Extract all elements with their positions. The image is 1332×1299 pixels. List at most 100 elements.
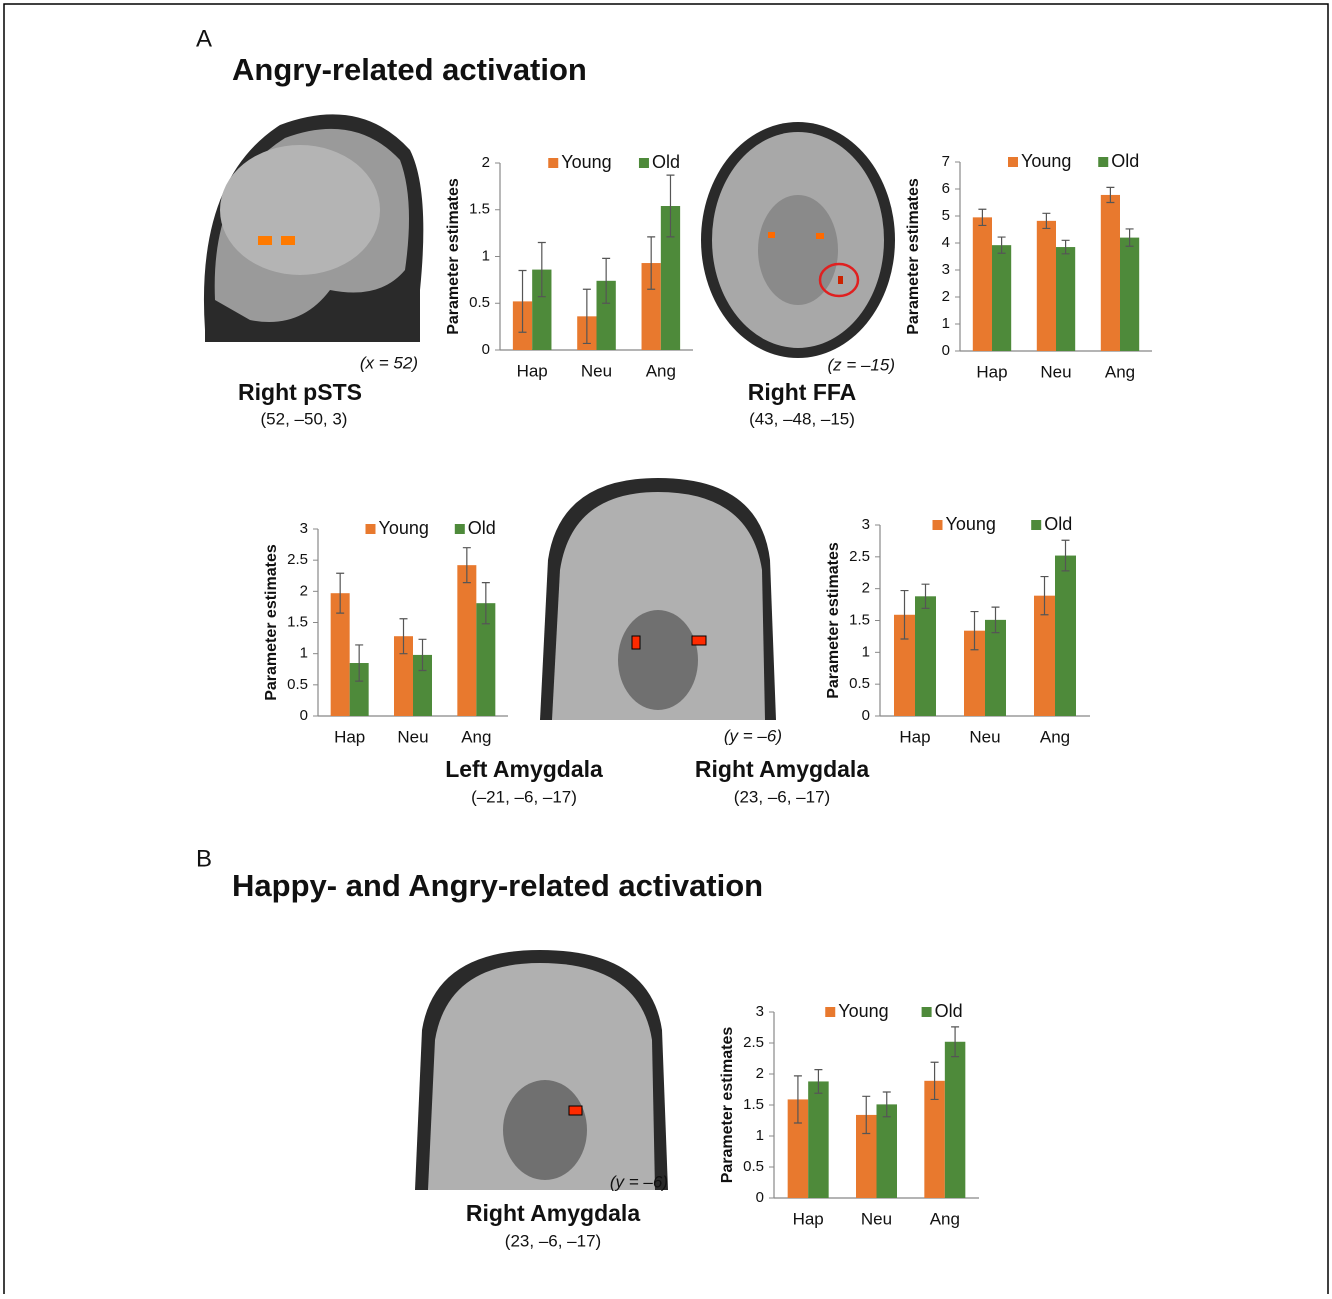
y-tick-label: 1 [942, 315, 950, 332]
x-tick-label: Neu [397, 727, 428, 746]
bar [457, 565, 476, 716]
legend-label: Old [935, 1001, 963, 1021]
legend-label: Old [652, 152, 680, 172]
region-coords: (–21, –6, –17) [471, 787, 577, 806]
bar [877, 1104, 898, 1198]
y-tick-label: 7 [942, 153, 950, 170]
region-coords: (52, –50, 3) [261, 409, 348, 428]
region-coords: (23, –6, –17) [734, 787, 830, 806]
region-name: Left Amygdala [445, 756, 603, 782]
y-tick-label: 2 [942, 288, 950, 305]
y-tick-label: 3 [942, 261, 950, 278]
y-tick-label: 0.5 [849, 675, 870, 692]
panel-title: Angry-related activation [232, 52, 587, 87]
bar [1037, 221, 1056, 351]
legend-swatch [1031, 520, 1041, 530]
legend-label: Young [379, 518, 429, 538]
y-tick-label: 1.5 [743, 1096, 764, 1113]
bar [1056, 247, 1075, 351]
x-tick-label: Neu [861, 1209, 892, 1228]
bar [1101, 195, 1120, 351]
x-tick-label: Hap [793, 1209, 824, 1228]
panel-label: B [196, 845, 212, 872]
bar [945, 1042, 966, 1198]
y-axis-label: Parameter estimates [719, 1027, 736, 1184]
bar [808, 1081, 829, 1198]
legend-swatch [1098, 157, 1108, 167]
bar [985, 620, 1006, 716]
y-tick-label: 2 [862, 580, 870, 597]
legend-swatch [922, 1007, 932, 1017]
y-axis-label: Parameter estimates [825, 542, 842, 699]
y-tick-label: 1.5 [287, 613, 308, 630]
y-tick-label: 1 [862, 643, 870, 660]
bar [992, 245, 1011, 351]
x-tick-label: Hap [976, 362, 1007, 381]
region-name: Right pSTS [238, 379, 362, 405]
y-axis-label: Parameter estimates [445, 178, 462, 335]
brain-axial [701, 122, 895, 358]
region-name: Right Amygdala [695, 756, 869, 782]
brain-coronal [540, 478, 776, 720]
x-tick-label: Hap [899, 727, 930, 746]
region-coords: (43, –48, –15) [749, 409, 855, 428]
legend-label: Young [946, 514, 996, 534]
region-name: Right Amygdala [466, 1200, 640, 1226]
x-tick-label: Hap [517, 361, 548, 380]
slice-label: (x = 52) [360, 353, 418, 372]
brain-coronal-b [415, 950, 668, 1190]
x-tick-label: Ang [1105, 362, 1135, 381]
legend-swatch [455, 524, 465, 534]
bar [973, 217, 992, 351]
x-tick-label: Ang [646, 361, 676, 380]
x-tick-label: Neu [581, 361, 612, 380]
y-tick-label: 2 [300, 582, 308, 599]
y-tick-label: 0 [756, 1189, 764, 1206]
y-axis-label: Parameter estimates [905, 178, 922, 335]
y-tick-label: 1.5 [469, 201, 490, 218]
y-tick-label: 0 [300, 707, 308, 724]
y-tick-label: 2.5 [743, 1034, 764, 1051]
y-tick-label: 2.5 [287, 551, 308, 568]
y-tick-label: 0 [862, 707, 870, 724]
legend-label: Young [1021, 151, 1071, 171]
legend-swatch [933, 520, 943, 530]
y-tick-label: 1 [482, 247, 490, 264]
slice-label: (y = –6) [724, 726, 782, 745]
x-tick-label: Ang [1040, 727, 1070, 746]
y-tick-label: 0.5 [469, 294, 490, 311]
y-tick-label: 3 [862, 516, 870, 533]
brain-sagittal [204, 114, 423, 342]
x-tick-label: Ang [461, 727, 491, 746]
panel-title: Happy- and Angry-related activation [232, 868, 763, 903]
legend-swatch [639, 158, 649, 168]
y-tick-label: 0.5 [743, 1158, 764, 1175]
y-tick-label: 3 [300, 520, 308, 537]
legend-label: Old [1044, 514, 1072, 534]
y-tick-label: 6 [942, 180, 950, 197]
y-tick-label: 5 [942, 207, 950, 224]
slice-label: (z = –15) [827, 355, 895, 374]
legend-swatch [548, 158, 558, 168]
region-name: Right FFA [748, 379, 857, 405]
x-tick-label: Neu [969, 727, 1000, 746]
legend-swatch [366, 524, 376, 534]
y-tick-label: 4 [942, 234, 950, 251]
y-tick-label: 0 [482, 341, 490, 358]
bar [915, 596, 936, 716]
y-tick-label: 1.5 [849, 611, 870, 628]
legend-label: Young [561, 152, 611, 172]
y-tick-label: 1 [300, 645, 308, 662]
panel-label: A [196, 25, 212, 52]
legend-label: Young [838, 1001, 888, 1021]
bar [1120, 238, 1139, 351]
y-tick-label: 3 [756, 1003, 764, 1020]
y-axis-label: Parameter estimates [263, 544, 280, 701]
bar [1055, 556, 1076, 716]
legend-label: Old [468, 518, 496, 538]
legend-swatch [1008, 157, 1018, 167]
y-tick-label: 1 [756, 1127, 764, 1144]
figure: A Angry-related activation B Happy- and … [0, 0, 1332, 1294]
x-tick-label: Neu [1040, 362, 1071, 381]
region-coords: (23, –6, –17) [505, 1231, 601, 1250]
